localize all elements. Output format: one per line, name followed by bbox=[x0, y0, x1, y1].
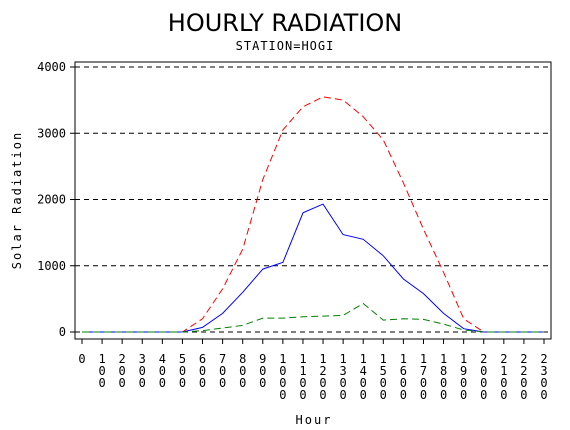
plot-frame bbox=[74, 61, 552, 340]
series-line-0 bbox=[82, 96, 544, 333]
y-tick-label: 1000 bbox=[37, 259, 66, 273]
series-line-1 bbox=[82, 203, 544, 333]
x-axis-label: Hour bbox=[296, 413, 333, 427]
y-tick-label: 0 bbox=[59, 325, 66, 339]
chart-subtitle: STATION=HOGI bbox=[236, 39, 335, 53]
y-axis-ticks: 0 1000 2000 3000 4000 bbox=[37, 60, 75, 339]
y-tick-label: 4000 bbox=[37, 60, 66, 74]
y-tick-label: 3000 bbox=[37, 126, 66, 140]
x-axis-ticks: 0 1 0 0 2 0 0 3 0 0 4 0 0 5 0 0 6 0 0 7 0 0 8 0 0 9 0 0 1 0 0 0 1 1 0 0 1 2 0 0… bbox=[78, 339, 548, 402]
series-lines bbox=[82, 96, 544, 333]
x-tick-label: 0 bbox=[78, 352, 85, 366]
series-line-2 bbox=[82, 302, 544, 333]
y-tick-label: 2000 bbox=[37, 193, 66, 207]
gridlines bbox=[75, 66, 551, 333]
chart-title: HOURLY RADIATION bbox=[168, 9, 402, 37]
y-axis-label: Solar Radiation bbox=[10, 131, 24, 269]
